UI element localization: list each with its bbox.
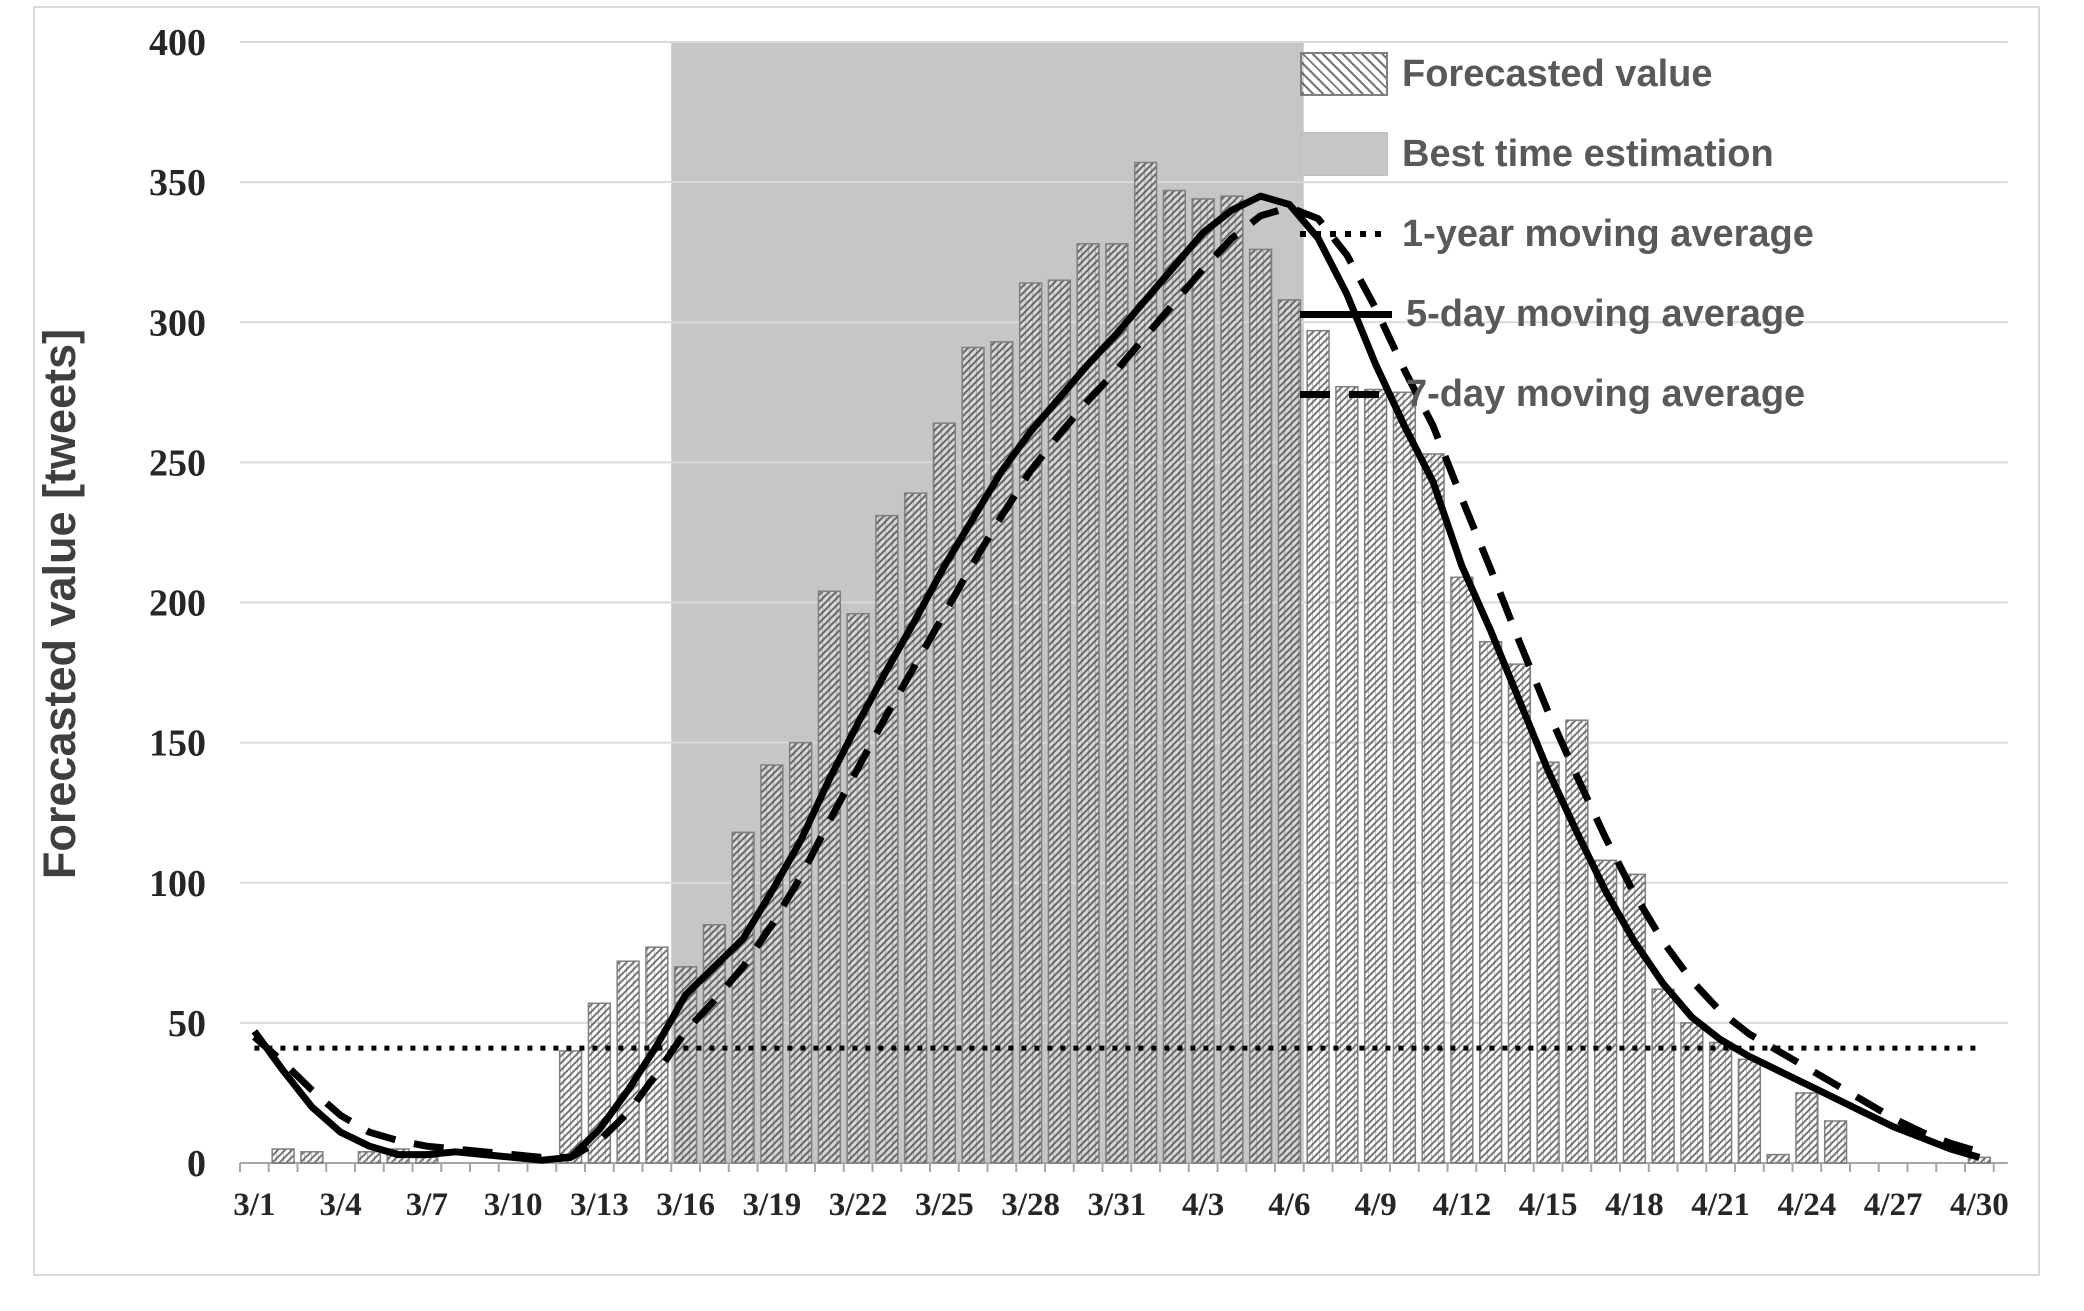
bar-3/30 (1076, 243, 1100, 1164)
bar-3/14 (616, 960, 640, 1164)
x-tick-label: 3/22 (829, 1187, 888, 1223)
bar-3/7 (415, 1156, 439, 1164)
bar-3/16 (673, 966, 698, 1164)
bar-3/25 (932, 422, 957, 1164)
x-tick-label: 4/27 (1864, 1187, 1923, 1223)
bar-4/12 (1450, 576, 1474, 1164)
bar-4/25 (1823, 1120, 1848, 1164)
bar-4/1 (1133, 161, 1158, 1164)
bar-3/29 (1047, 279, 1072, 1164)
x-tick-label: 4/9 (1355, 1187, 1397, 1223)
legend: Forecasted value Best time estimation 1-… (1300, 34, 1814, 434)
bar-3/19 (760, 764, 784, 1164)
bar-4/3 (1191, 198, 1215, 1164)
legend-item-5-day-moving-average: 5-day moving average (1300, 274, 1814, 354)
solid-line-sample (1300, 310, 1392, 318)
bar-4/21 (1708, 1041, 1733, 1164)
bar-4/14 (1507, 663, 1532, 1164)
x-tick-label: 3/28 (1001, 1187, 1060, 1223)
bar-3/23 (875, 514, 899, 1164)
legend-item-1-year-moving-average: 1-year moving average (1300, 194, 1814, 274)
bar-3/27 (990, 341, 1014, 1164)
bar-3/21 (817, 590, 842, 1164)
x-tick-label: 3/13 (570, 1187, 629, 1223)
y-tick-label: 300 (149, 302, 206, 344)
legend-label: 1-year moving average (1402, 212, 1814, 255)
legend-label: 5-day moving average (1406, 292, 1806, 335)
y-tick-label: 0 (187, 1143, 206, 1185)
bar-4/24 (1795, 1092, 1819, 1164)
bar-3/17 (702, 924, 727, 1164)
legend-label: Best time estimation (1402, 132, 1774, 175)
x-tick-label: 3/10 (484, 1187, 543, 1223)
legend-label: 7-day moving average (1406, 372, 1806, 415)
legend-item-best-time-estimation: Best time estimation (1300, 114, 1814, 194)
legend-item-7-day-moving-average: 7-day moving average (1300, 354, 1814, 434)
x-tick-label: 4/15 (1519, 1187, 1578, 1223)
x-tick-label: 3/16 (656, 1187, 715, 1223)
bar-4/17 (1593, 859, 1618, 1164)
bar-3/31 (1105, 243, 1129, 1164)
dotted-line-sample (1300, 231, 1388, 237)
x-tick-label: 4/21 (1691, 1187, 1750, 1223)
bar-4/7 (1306, 329, 1330, 1164)
x-tick-label: 3/7 (406, 1187, 448, 1223)
bar-4/11 (1421, 453, 1445, 1164)
x-tick-label: 4/6 (1268, 1187, 1310, 1223)
y-tick-label: 200 (149, 583, 206, 625)
bar-4/10 (1392, 391, 1417, 1164)
bar-3/18 (731, 831, 755, 1164)
x-tick-label: 4/30 (1950, 1187, 2009, 1223)
x-tick-label: 4/24 (1778, 1187, 1837, 1223)
hatched-bar-swatch (1300, 52, 1388, 96)
x-tick-label: 3/31 (1088, 1187, 1147, 1223)
bar-3/3 (300, 1151, 324, 1164)
bar-3/26 (961, 346, 985, 1164)
bar-4/8 (1335, 385, 1359, 1164)
bar-4/4 (1220, 195, 1244, 1164)
bar-3/28 (1018, 282, 1043, 1164)
x-tick-label: 4/18 (1605, 1187, 1664, 1223)
bar-4/5 (1248, 248, 1273, 1164)
bar-4/18 (1622, 873, 1647, 1164)
bar-4/20 (1680, 1022, 1704, 1164)
x-tick-label: 3/1 (233, 1187, 275, 1223)
solid-ma-line (251, 192, 1981, 1164)
bar-3/22 (846, 612, 870, 1164)
legend-item-forecasted-value: Forecasted value (1300, 34, 1814, 114)
bar-4/2 (1162, 189, 1187, 1164)
bar-4/13 (1478, 640, 1503, 1164)
x-tick-label: 4/3 (1182, 1187, 1224, 1223)
x-tick-label: 3/19 (743, 1187, 802, 1223)
x-tick-label: 4/12 (1433, 1187, 1492, 1223)
bar-4/19 (1651, 988, 1675, 1164)
y-axis-title: Forecasted value [tweets] (34, 328, 85, 880)
y-tick-label: 350 (149, 162, 206, 204)
bar-4/6 (1277, 299, 1302, 1164)
legend-label: Forecasted value (1402, 52, 1713, 95)
x-tick-label: 3/4 (320, 1187, 362, 1223)
y-tick-label: 400 (149, 22, 206, 64)
bar-3/24 (903, 492, 928, 1164)
bar-3/12 (558, 1050, 583, 1164)
bar-4/15 (1536, 761, 1560, 1164)
bar-3/20 (788, 741, 813, 1164)
x-tick-label: 3/25 (915, 1187, 974, 1223)
dashed-line-sample (1300, 390, 1392, 398)
y-tick-label: 150 (149, 723, 206, 765)
bar-3/2 (271, 1148, 295, 1164)
y-tick-label: 250 (149, 442, 206, 484)
bar-4/22 (1737, 1058, 1762, 1164)
bar-4/16 (1565, 719, 1589, 1164)
bar-3/5 (357, 1151, 382, 1164)
y-tick-label: 50 (168, 1003, 206, 1045)
band-swatch (1300, 132, 1388, 176)
bar-4/23 (1766, 1153, 1790, 1164)
y-tick-label: 100 (149, 863, 206, 905)
bar-4/9 (1363, 388, 1388, 1164)
